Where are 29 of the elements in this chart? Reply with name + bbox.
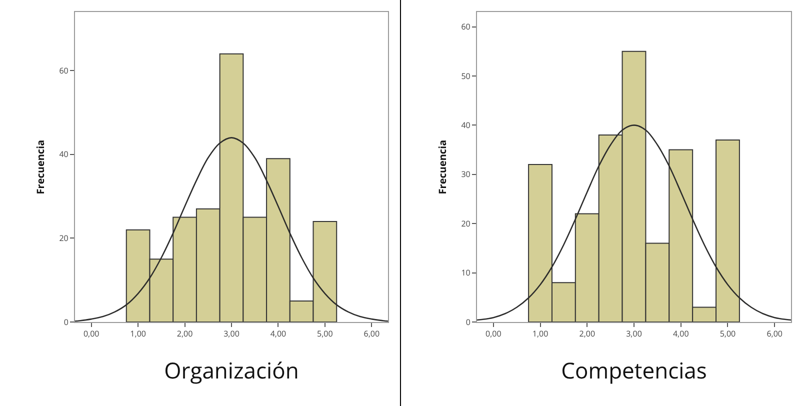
x-axis-title: Organización (164, 356, 299, 386)
x-axis-title: Competencias (561, 356, 707, 386)
y-tick-label: 60 (461, 22, 471, 33)
x-tick-label: 4,00 (270, 328, 287, 340)
y-tick-label: 20 (59, 233, 69, 244)
x-tick-label: 5,00 (720, 328, 736, 340)
x-tick-label: 0,00 (486, 328, 502, 340)
y-tick-label: 0 (64, 316, 69, 328)
x-tick-label: 1,00 (532, 328, 549, 340)
y-tick-label: 30 (461, 169, 471, 180)
y-tick-label: 10 (461, 268, 471, 279)
y-axis-title: Frecuencia (33, 140, 48, 194)
x-tick-label: 4,00 (672, 328, 690, 340)
y-tick-label: 0 (466, 316, 471, 328)
x-tick-label: 1,00 (130, 328, 146, 340)
x-tick-label: 3,00 (626, 328, 642, 340)
y-tick-label: 40 (461, 120, 471, 131)
y-axis-title: Frecuencia (435, 140, 450, 194)
x-tick-label: 3,00 (224, 328, 240, 340)
y-tick-label: 60 (59, 65, 69, 76)
x-tick-label: 6,00 (364, 328, 380, 340)
y-tick-label: 40 (59, 149, 69, 160)
x-tick-label: 6,00 (766, 328, 783, 340)
x-tick-label: 2,00 (176, 328, 194, 340)
x-tick-label: 0,00 (83, 328, 100, 340)
x-tick-label: 2,00 (579, 328, 596, 340)
x-tick-label: 5,00 (317, 328, 334, 340)
y-tick-label: 20 (461, 218, 471, 230)
y-tick-label: 50 (461, 70, 471, 82)
